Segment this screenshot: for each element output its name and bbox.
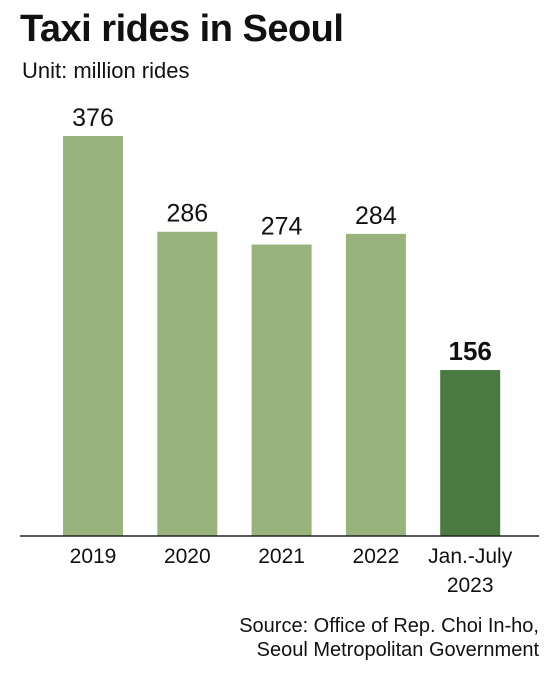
category-label-4-line2: 2023: [447, 574, 494, 597]
value-label-2: 274: [261, 213, 303, 241]
source-line-2: Seoul Metropolitan Government: [256, 639, 539, 661]
bar-0: [63, 136, 123, 536]
value-label-3: 284: [355, 202, 397, 230]
category-label-0: 2019: [70, 545, 117, 568]
category-label-1: 2020: [164, 545, 211, 568]
bar-4: [440, 370, 501, 536]
category-label-4: Jan.-July: [428, 545, 513, 568]
category-label-3: 2022: [353, 545, 400, 568]
bar-2: [251, 244, 312, 537]
chart-subtitle: Unit: million rides: [22, 58, 190, 83]
category-label-2: 2021: [258, 545, 305, 568]
bars-group: [63, 136, 501, 537]
bar-3: [345, 233, 406, 536]
labels-group: 376 2019 286 2020 274 2021 284 2022 156 Jan.-July…: [70, 104, 513, 597]
value-label-1: 286: [166, 200, 208, 228]
source-note: Source: Office of Rep. Choi In-ho, Seoul…: [239, 614, 539, 662]
value-label-0: 376: [72, 104, 114, 132]
value-label-4: 156: [449, 336, 492, 366]
bar-1: [157, 231, 218, 536]
chart-title: Taxi rides in Seoul: [20, 8, 344, 50]
source-line-1: Source: Office of Rep. Choi In-ho,: [239, 615, 539, 637]
